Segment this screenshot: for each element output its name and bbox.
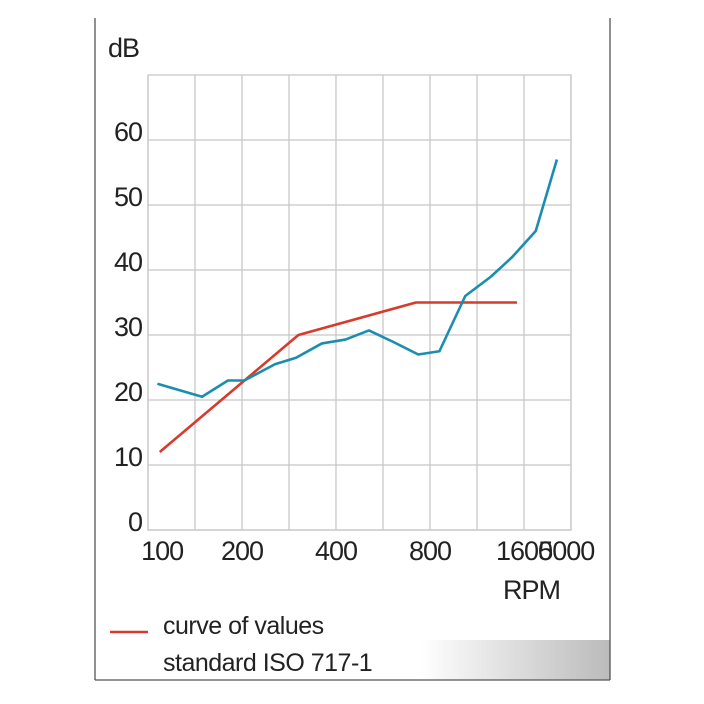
y-tick-label: 50 (114, 182, 142, 212)
y-tick-label: 60 (114, 117, 142, 147)
y-axis-label: dB (108, 33, 139, 63)
x-tick-label: 5000 (538, 536, 594, 566)
y-tick-label: 20 (114, 377, 142, 407)
x-tick-label: 800 (409, 536, 451, 566)
x-tick-label: 200 (221, 536, 263, 566)
x-tick-label: 100 (141, 536, 183, 566)
y-tick-label: 40 (114, 247, 142, 277)
shade (420, 640, 610, 680)
series-line (157, 159, 559, 399)
x-tick-label: 400 (315, 536, 357, 566)
y-tick-label: 0 (128, 507, 142, 537)
y-tick-label: 10 (114, 442, 142, 472)
y-tick-label: 30 (114, 312, 142, 342)
legend-label: curve of values standard ISO 717-1 (163, 612, 373, 677)
x-tick-label: 1600 (496, 536, 552, 566)
x-axis-label: RPM (503, 575, 560, 605)
series-line (158, 301, 517, 453)
